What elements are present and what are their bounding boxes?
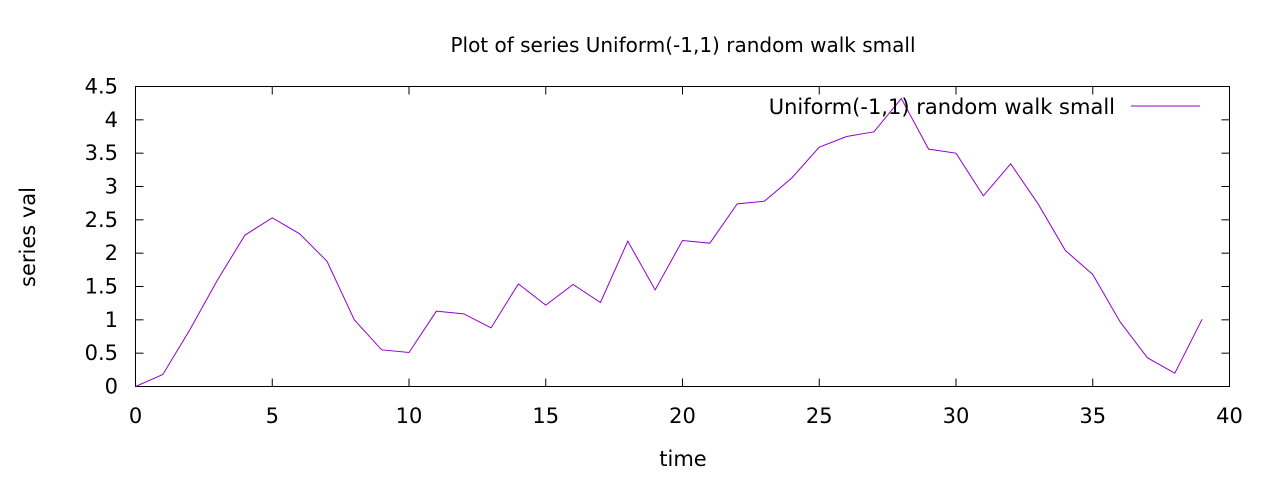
y-tick-label: 1.5 xyxy=(85,275,118,299)
y-tick-label: 3.5 xyxy=(85,141,118,165)
x-tick-label: 15 xyxy=(532,404,559,428)
y-tick-label: 2 xyxy=(105,241,118,265)
y-tick-label: 4 xyxy=(105,108,118,132)
y-tick-label: 2.5 xyxy=(85,208,118,232)
x-tick-label: 5 xyxy=(266,404,279,428)
x-axis: 0 5 10 15 20 25 30 35 40 xyxy=(129,86,1243,428)
x-tick-label: 20 xyxy=(669,404,696,428)
y-tick-label: 3 xyxy=(105,175,118,199)
legend-label: Uniform(-1,1) random walk small xyxy=(769,95,1115,119)
x-tick-label: 35 xyxy=(1079,404,1106,428)
series-line xyxy=(135,97,1203,387)
y-tick-label: 0 xyxy=(105,375,118,399)
y-tick-label: 4.5 xyxy=(85,75,118,99)
x-axis-label: time xyxy=(659,447,706,471)
x-tick-label: 10 xyxy=(396,404,423,428)
series-group xyxy=(135,97,1203,387)
x-tick-label: 25 xyxy=(806,404,833,428)
y-axis-label: series val xyxy=(16,187,40,287)
y-tick-label: 0.5 xyxy=(85,341,118,365)
y-tick-label: 1 xyxy=(105,308,118,332)
y-axis: 0 0.5 1 1.5 2 2.5 3 3.5 4 4.5 xyxy=(85,75,1230,399)
x-tick-label: 0 xyxy=(129,404,142,428)
plot-frame xyxy=(135,86,1230,387)
x-tick-label: 30 xyxy=(943,404,970,428)
chart-title: Plot of series Uniform(-1,1) random walk… xyxy=(450,33,915,57)
legend: Uniform(-1,1) random walk small xyxy=(769,95,1200,119)
x-tick-label: 40 xyxy=(1216,404,1243,428)
